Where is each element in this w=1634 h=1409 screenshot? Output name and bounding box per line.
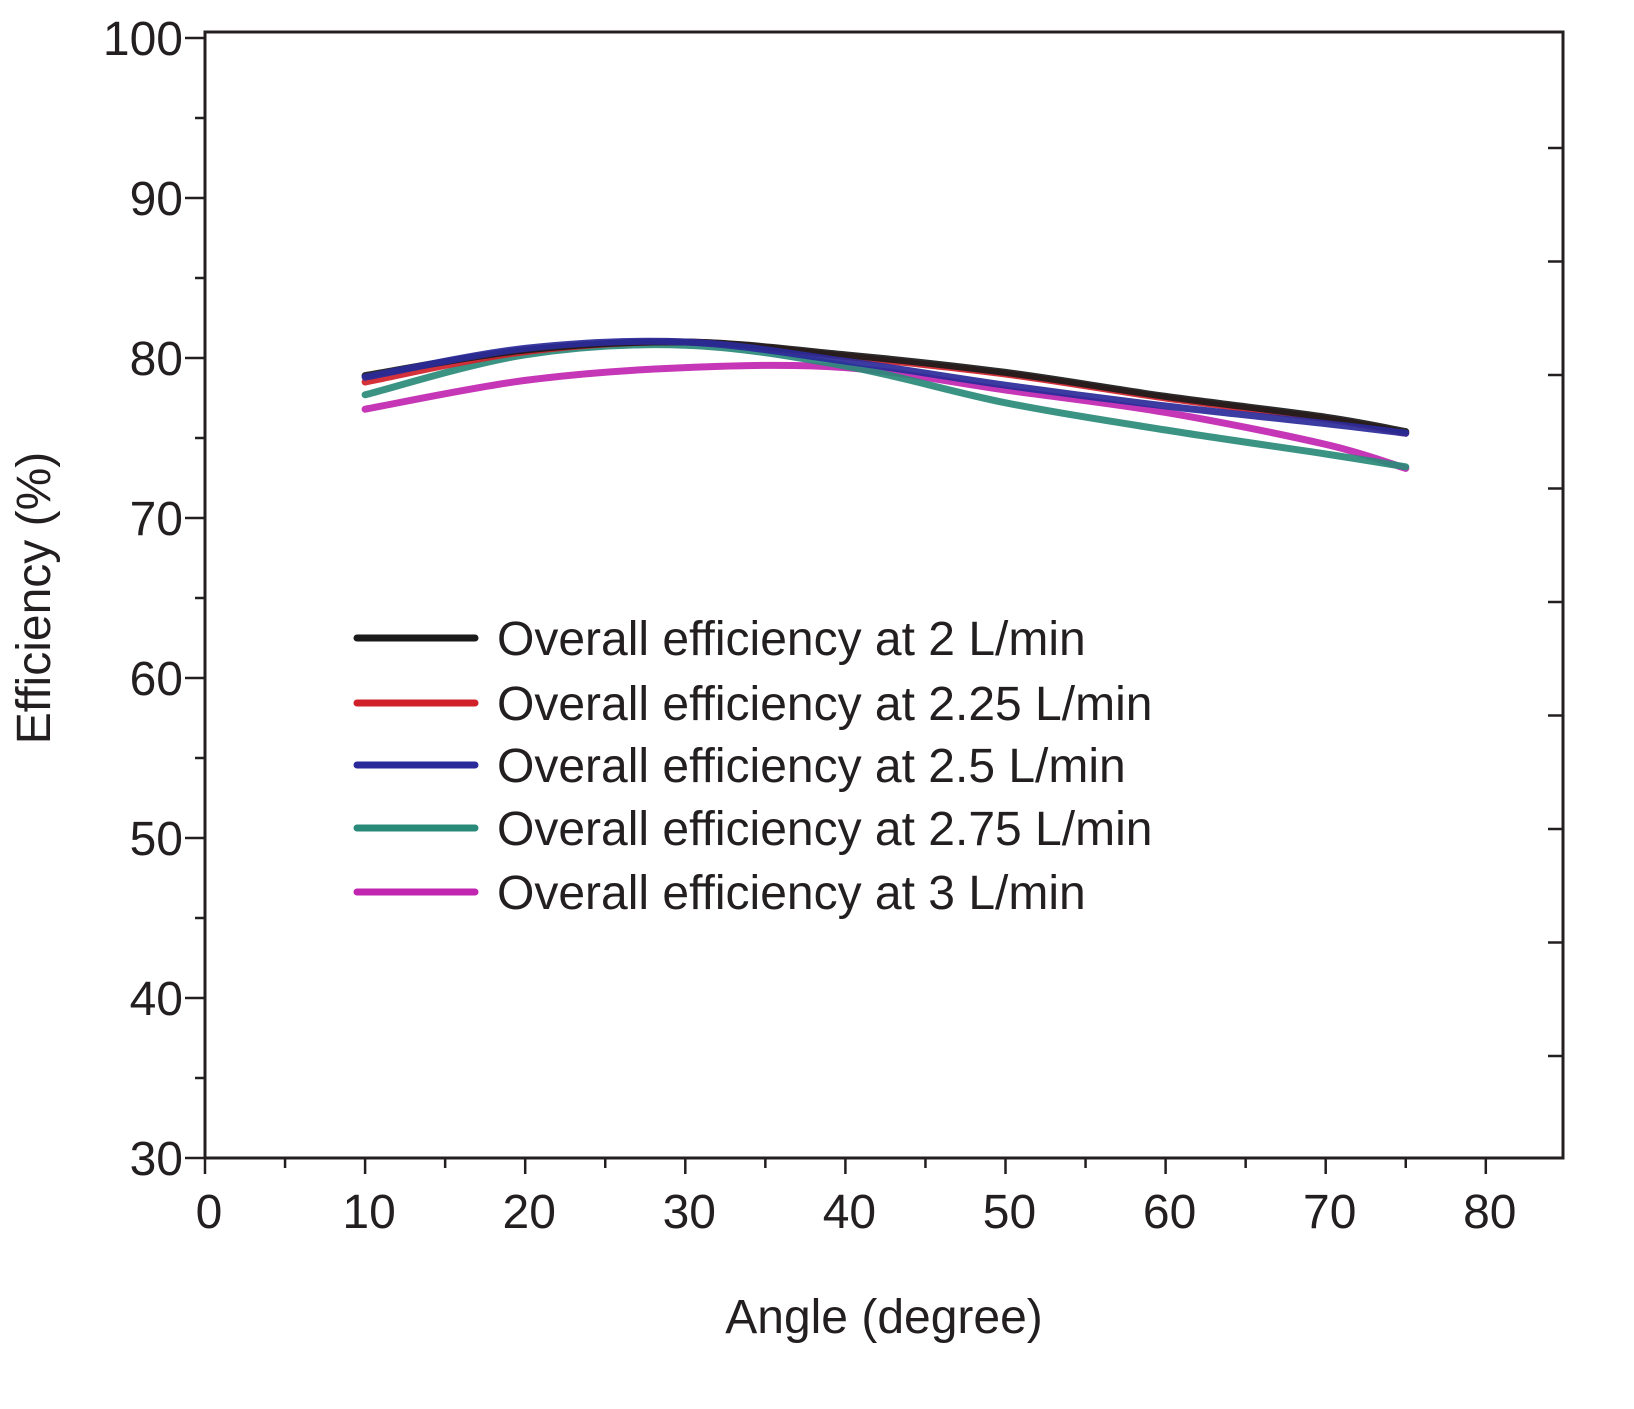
x-tick-label: 0 <box>196 1186 223 1239</box>
plot-frame <box>203 30 1565 1160</box>
y-tick-label: 90 <box>130 173 183 226</box>
series-line-4 <box>361 361 1410 472</box>
x-tick-label: 30 <box>663 1186 716 1239</box>
x-tick-label: 10 <box>342 1186 395 1239</box>
axes: 30 40 50 60 70 80 90 100 0 10 20 30 40 50 60 70 80 <box>103 13 1565 1239</box>
series-lines <box>361 337 1410 472</box>
x-axis-label: Angle (degree) <box>725 1291 1043 1344</box>
x-tick-label: 40 <box>823 1186 876 1239</box>
legend-label-1: Overall efficiency at 2.25 L/min <box>497 678 1152 731</box>
y-tick-label: 50 <box>130 813 183 866</box>
y-tick-label: 70 <box>130 493 183 546</box>
y-tick-label: 80 <box>130 333 183 386</box>
y-tick-label: 40 <box>130 973 183 1026</box>
series-line-2 <box>361 337 1410 437</box>
legend: Overall efficiency at 2 L/min Overall eff… <box>353 613 1152 920</box>
legend-label-3: Overall efficiency at 2.75 L/min <box>497 803 1152 856</box>
y-axis-label: Efficiency (%) <box>8 452 61 745</box>
x-tick-label: 80 <box>1463 1186 1516 1239</box>
y-tick-label: 60 <box>130 653 183 706</box>
x-tick-label: 20 <box>503 1186 556 1239</box>
legend-label-4: Overall efficiency at 3 L/min <box>497 867 1086 920</box>
legend-label-0: Overall efficiency at 2 L/min <box>497 613 1086 666</box>
x-tick-label: 50 <box>983 1186 1036 1239</box>
x-tick-label: 60 <box>1143 1186 1196 1239</box>
y-tick-label: 30 <box>130 1133 183 1186</box>
legend-label-2: Overall efficiency at 2.5 L/min <box>497 740 1126 793</box>
x-tick-label: 70 <box>1303 1186 1356 1239</box>
y-tick-label: 100 <box>103 13 183 66</box>
